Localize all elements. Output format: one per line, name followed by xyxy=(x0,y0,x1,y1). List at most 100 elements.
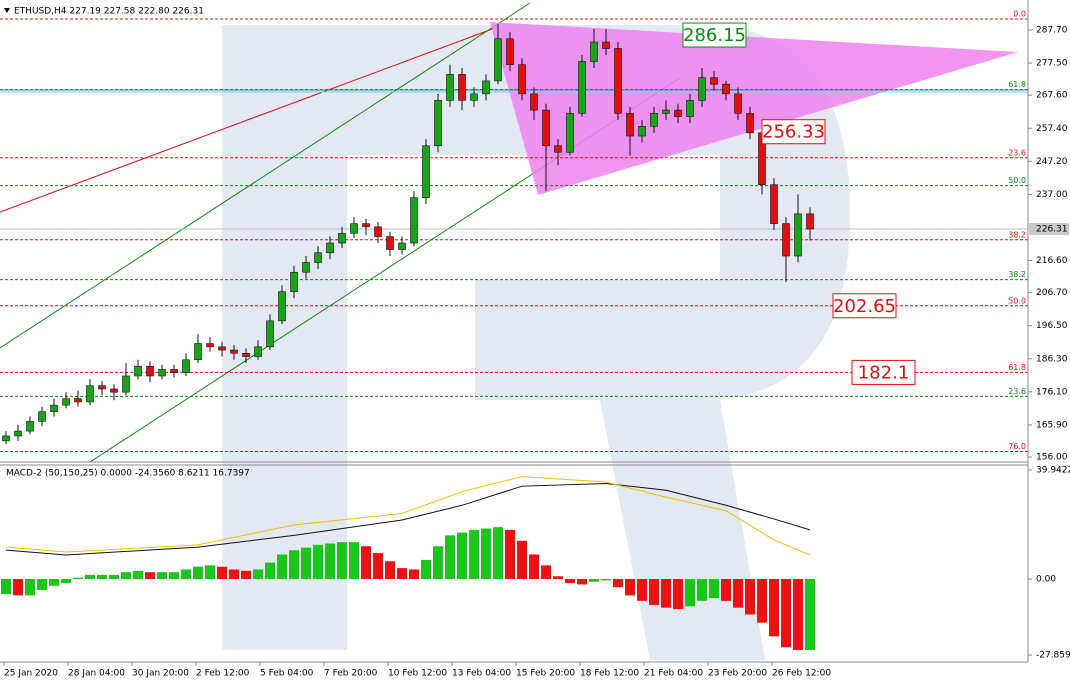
fib-label: 38.2 xyxy=(1008,270,1026,279)
indicator-title: MACD-2 (50,150,25) 0.0000 -24.3560 8.621… xyxy=(6,469,250,479)
candle-body xyxy=(98,385,106,390)
candle-body xyxy=(482,80,490,95)
candle-body xyxy=(278,291,286,322)
histogram-bar xyxy=(529,554,539,580)
last-price-label: 226.31 xyxy=(1036,225,1068,235)
candle-body xyxy=(662,109,670,114)
x-tick-label: 23 Feb 20:00 xyxy=(708,669,767,679)
candle-body xyxy=(698,77,706,101)
histogram-bar xyxy=(301,547,311,580)
histogram-bar xyxy=(493,527,503,580)
histogram-bar xyxy=(373,553,383,580)
title-marker xyxy=(4,8,10,13)
histogram-bar xyxy=(457,532,467,580)
candle-body xyxy=(710,77,718,85)
histogram-bar xyxy=(601,579,611,581)
candle-body xyxy=(290,271,298,292)
histogram-bar xyxy=(97,574,107,580)
price-annotation: 286.15 xyxy=(683,25,746,46)
candle-body xyxy=(326,242,334,254)
candle-body xyxy=(434,100,442,147)
candle-body xyxy=(674,109,682,117)
x-tick-label: 5 Feb 04:00 xyxy=(260,669,314,679)
histogram-bar xyxy=(421,559,431,580)
histogram-bar xyxy=(397,568,407,580)
histogram-bar xyxy=(289,550,299,580)
y-tick-label: 165.90 xyxy=(1036,420,1068,430)
histogram-bar xyxy=(673,579,683,610)
y-tick-label: 287.70 xyxy=(1036,26,1068,36)
histogram-bar xyxy=(577,579,587,585)
x-tick-label: 10 Feb 12:00 xyxy=(388,669,447,679)
candle-body xyxy=(530,93,538,111)
last-price-box xyxy=(1029,223,1069,236)
x-tick-label: 28 Jan 04:00 xyxy=(68,669,125,679)
histogram-bar xyxy=(649,579,659,605)
candle-body xyxy=(806,213,814,230)
histogram-bar xyxy=(337,542,347,580)
candle-body xyxy=(746,113,754,134)
fib-label: 0.0 xyxy=(1013,9,1026,18)
x-tick-label: 15 Feb 20:00 xyxy=(516,669,575,679)
fib-label: 50.0 xyxy=(1008,296,1026,305)
histogram-bar xyxy=(193,566,203,580)
histogram-bar xyxy=(169,572,179,580)
y-tick-label: 186.30 xyxy=(1036,354,1068,364)
candle-body xyxy=(350,223,358,234)
histogram-bar xyxy=(325,543,335,580)
candle-body xyxy=(146,365,154,377)
candle-body xyxy=(122,375,130,393)
candle-body xyxy=(74,398,82,403)
price-panel: ETHUSD,H4 227.19 227.58 222.80 226.31 287… xyxy=(0,7,1069,463)
candle-body xyxy=(422,145,430,198)
histogram-bar xyxy=(805,579,815,650)
price-annotation-box xyxy=(761,119,826,145)
candle-body xyxy=(626,113,634,137)
candle-body xyxy=(254,346,262,357)
candle-body xyxy=(602,41,610,49)
y-tick-label: 216.60 xyxy=(1036,256,1068,266)
fib-label: 61.8 xyxy=(1008,80,1026,89)
histogram-bar xyxy=(697,579,707,601)
histogram-bar xyxy=(505,529,515,580)
price-annotation-box xyxy=(832,293,897,319)
indicator-line xyxy=(5,482,811,556)
y-tick-label: 176.10 xyxy=(1036,387,1068,397)
candle-body xyxy=(782,223,790,257)
y-tick-label: 39.9422 xyxy=(1036,465,1070,475)
candle-body xyxy=(230,349,238,354)
histogram-bar xyxy=(157,572,167,580)
histogram-bar xyxy=(13,579,23,596)
price-annotation-box xyxy=(682,22,747,48)
histogram-bar xyxy=(553,576,563,580)
x-tick-label: 7 Feb 20:00 xyxy=(324,669,378,679)
histogram-bar xyxy=(685,579,695,607)
histogram-bar xyxy=(121,572,131,580)
y-tick-label: 237.00 xyxy=(1036,190,1068,200)
candle-body xyxy=(686,100,694,117)
histogram-bar xyxy=(589,579,599,582)
histogram-bar xyxy=(109,574,119,580)
fib-label: 23.6 xyxy=(1008,387,1026,396)
candle-body xyxy=(38,411,46,422)
histogram-bar xyxy=(433,546,443,580)
histogram-bar xyxy=(517,540,527,580)
y-tick-label: 156.00 xyxy=(1036,453,1068,463)
candle-body xyxy=(578,61,586,114)
candle-body xyxy=(470,93,478,101)
candle-body xyxy=(506,38,514,66)
price-annotation: 256.33 xyxy=(762,122,825,143)
price-annotation: 202.65 xyxy=(833,296,896,317)
candle-body xyxy=(206,343,214,348)
y-tick-label: 277.50 xyxy=(1036,59,1068,69)
macd-panel: MACD-2 (50,150,25) 0.0000 -24.3560 8.621… xyxy=(1,465,1070,679)
histogram-bar xyxy=(25,579,35,596)
histogram-bar xyxy=(409,569,419,580)
chart-title: ETHUSD,H4 227.19 227.58 222.80 226.31 xyxy=(14,7,204,17)
histogram-bar xyxy=(349,542,359,580)
histogram-bar xyxy=(181,569,191,580)
histogram-bar xyxy=(613,579,623,588)
candle-body xyxy=(386,236,394,250)
histogram-bar xyxy=(541,565,551,580)
